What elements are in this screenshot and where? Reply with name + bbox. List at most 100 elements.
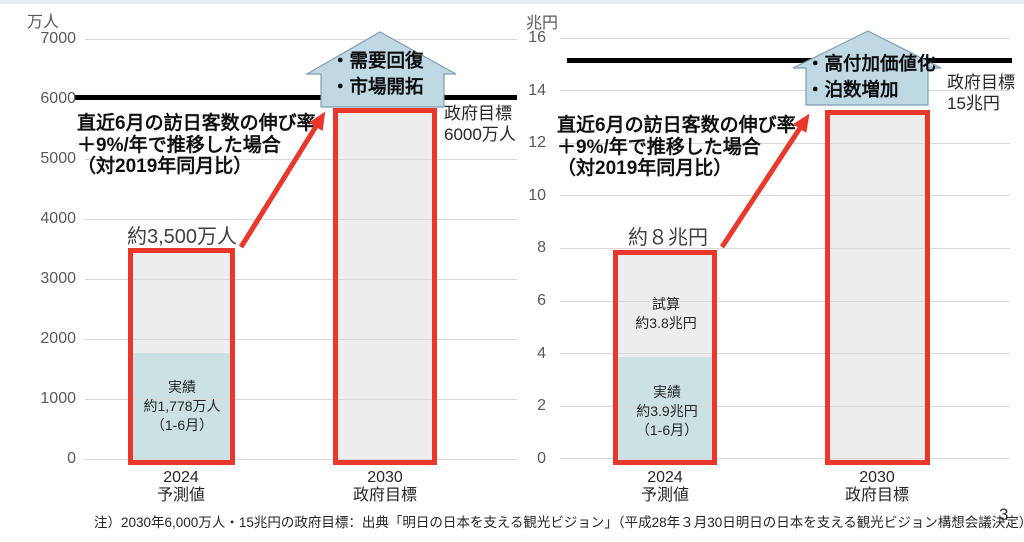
bar-2024-forecast-frame <box>613 250 717 465</box>
y-tick-label: 14 <box>528 81 546 99</box>
gridline <box>560 37 1010 39</box>
growth-note-line: ＋9%/年で推移した場合 <box>77 134 281 156</box>
bar-total-label: 約８兆円 <box>628 227 708 249</box>
gridline <box>85 158 517 160</box>
target-label-line: 政府目標 <box>444 104 512 123</box>
bar-2024-actual-segment <box>133 353 230 460</box>
gridline <box>560 247 1010 249</box>
gridline <box>85 278 517 280</box>
y-tick-label: 8 <box>537 239 546 257</box>
gridline <box>560 142 1010 144</box>
actual-segment-label: 実績 約1,778万人 （1-6月） <box>143 378 220 435</box>
growth-note-line: 直近6月の訪日客数の伸び率 <box>557 115 796 136</box>
actual-label-line: 実績 <box>167 379 196 395</box>
y-tick-label: 4000 <box>40 210 76 227</box>
bar-2030-target-body <box>830 115 925 460</box>
y-tick-label: 2000 <box>40 330 76 347</box>
measures-label-visitors: ・需要回復 ・市場開拓 <box>331 48 424 100</box>
target-label-line: 6000万人 <box>444 125 516 144</box>
y-tick-label: 16 <box>528 29 546 46</box>
measure-item: ・需要回復 <box>331 50 424 71</box>
y-tick-label: 3000 <box>40 270 76 287</box>
growth-note-line: ＋9%/年で推移した場合 <box>557 136 761 158</box>
x-label-2030: 2030 政府目標 <box>845 469 909 504</box>
source-note: 注）2030年6,000万人・15兆円の政府目標：出典「明日の日本を支える観光ビ… <box>94 515 1024 530</box>
x-label-2024: 2024 予測値 <box>641 469 689 504</box>
growth-note-line: 直近6月の訪日客数の伸び率 <box>77 113 316 134</box>
slide-top-edge <box>0 0 1024 4</box>
gridline <box>85 338 517 340</box>
bar-2024-forecast-frame <box>128 248 235 465</box>
actual-segment-label: 実績 約3.9兆円 （1-6月） <box>636 383 698 440</box>
y-tick-label: 5000 <box>40 150 76 167</box>
y-tick-label: 12 <box>528 134 546 152</box>
gridline <box>560 300 1010 302</box>
gridline <box>85 398 517 400</box>
x-label-caption: 政府目標 <box>352 486 418 504</box>
bar-2024-actual-segment <box>618 357 712 460</box>
up-arrow-shape-icon <box>792 30 942 106</box>
y-tick-label: 4 <box>537 344 546 362</box>
x-label-year: 2030 <box>367 469 403 486</box>
growth-arrow-icon <box>238 111 326 249</box>
y-tick-label: 10 <box>528 186 546 204</box>
gridline <box>560 353 1010 355</box>
y-tick-label: 2 <box>537 397 546 415</box>
growth-arrow-icon <box>719 113 810 249</box>
x-label-caption: 予測値 <box>640 486 690 504</box>
target-label-line: 政府目標 <box>947 73 1015 92</box>
x-label-caption: 政府目標 <box>844 486 910 504</box>
gridline <box>560 195 1010 197</box>
actual-label-line: （1-6月） <box>635 422 699 438</box>
bar-2030-target-frame <box>333 108 437 465</box>
y-axis-unit-label: 兆円 <box>526 15 559 32</box>
measures-label-spending: ・高付加価値化 ・泊数増加 <box>806 51 936 103</box>
up-arrow-shape-icon <box>304 31 457 108</box>
estimate-label-line: 試算 <box>652 296 680 312</box>
measure-item: ・市場開拓 <box>331 76 424 97</box>
growth-note-line: （対2019年同月比） <box>557 158 733 179</box>
gridline <box>560 405 1010 407</box>
y-tick-label: 0 <box>537 449 546 467</box>
target-label-spending: 政府目標 15兆円 <box>947 72 1015 114</box>
x-label-caption: 予測値 <box>156 486 206 504</box>
growth-note-line: （対2019年同月比） <box>77 156 253 177</box>
measure-item: ・高付加価値化 <box>806 53 936 74</box>
estimate-label-line: 約3.8兆円 <box>635 315 697 331</box>
gridline <box>85 38 517 40</box>
measure-item: ・泊数増加 <box>806 79 899 100</box>
target-label-line: 15兆円 <box>947 94 1000 113</box>
gridline <box>85 218 517 220</box>
growth-assumption-note: 直近6月の訪日客数の伸び率 ＋9%/年で推移した場合 （対2019年同月比） <box>77 113 316 178</box>
y-tick-label: 6 <box>537 292 546 309</box>
bar-2024-forecast-body <box>618 255 712 460</box>
target-label-visitors: 政府目標 6000万人 <box>444 103 516 145</box>
gridline <box>85 458 517 460</box>
y-axis-unit-label: 万人 <box>27 14 60 31</box>
y-tick-label: 6000 <box>40 90 76 107</box>
gridline <box>560 458 1010 460</box>
actual-label-line: （1-6月） <box>150 417 214 433</box>
growth-assumption-note: 直近6月の訪日客数の伸び率 ＋9%/年で推移した場合 （対2019年同月比） <box>557 115 796 180</box>
actual-label-line: 約1,778万人 <box>143 398 221 414</box>
page-number: 3 <box>999 505 1009 524</box>
gridline <box>560 90 1010 92</box>
y-tick-label: 0 <box>67 450 76 467</box>
x-label-year: 2024 <box>647 469 683 486</box>
x-label-2030: 2030 政府目標 <box>353 469 417 504</box>
x-label-2024: 2024 予測値 <box>157 469 205 504</box>
target-line-15 <box>567 58 1012 63</box>
x-label-year: 2030 <box>859 469 895 486</box>
y-tick-label: 1000 <box>40 390 76 407</box>
bar-2030-target-body <box>338 113 432 460</box>
x-label-year: 2024 <box>163 469 199 486</box>
bar-2024-forecast-body <box>133 253 230 460</box>
y-tick-label: 7000 <box>40 30 76 47</box>
actual-label-line: 約3.9兆円 <box>636 403 698 419</box>
estimate-segment-label: 試算 約3.8兆円 <box>635 295 696 333</box>
actual-label-line: 実績 <box>652 384 681 400</box>
target-line-6000 <box>75 95 517 100</box>
bar-2030-target-frame <box>825 110 930 465</box>
